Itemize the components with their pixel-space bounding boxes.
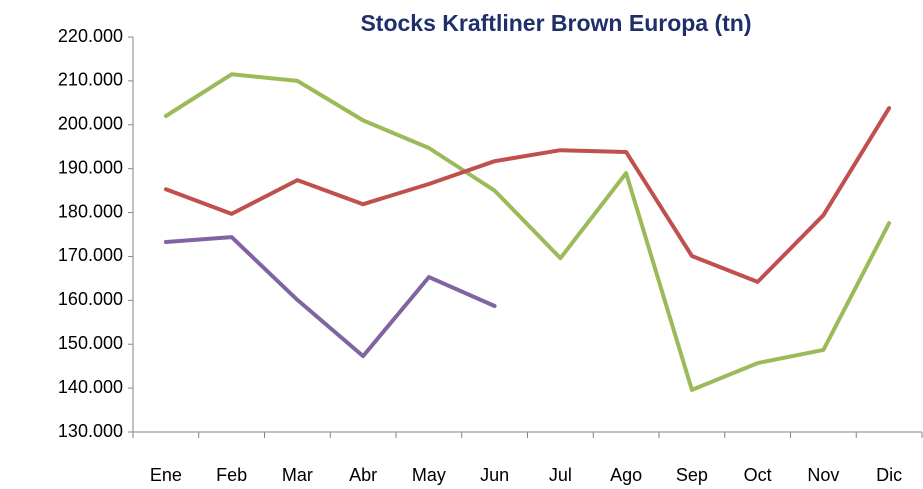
chart-title: Stocks Kraftliner Brown Europa (tn) <box>360 10 751 36</box>
x-tick-label: Ene <box>150 465 182 485</box>
y-tick-label: 130.000 <box>58 421 123 441</box>
x-tick-label: Mar <box>282 465 313 485</box>
series-line <box>163 72 892 392</box>
y-tick-label: 190.000 <box>58 157 123 177</box>
x-tick-label: Dic <box>876 465 902 485</box>
x-tick-label: Jun <box>480 465 509 485</box>
x-tick-label: Abr <box>349 465 377 485</box>
y-tick-label: 170.000 <box>58 245 123 265</box>
x-tick-label: Feb <box>216 465 247 485</box>
y-tick-label: 140.000 <box>58 377 123 397</box>
x-tick-label: Nov <box>807 465 839 485</box>
series-line <box>163 235 497 359</box>
x-tick-label: Ago <box>610 465 642 485</box>
y-tick-label: 200.000 <box>58 114 123 134</box>
y-tick-label: 210.000 <box>58 70 123 90</box>
y-tick-label: 180.000 <box>58 201 123 221</box>
x-tick-label: May <box>412 465 446 485</box>
series-line <box>163 106 892 284</box>
x-tick-label: Oct <box>744 465 772 485</box>
y-tick-label: 160.000 <box>58 289 123 309</box>
x-tick-label: Jul <box>549 465 572 485</box>
y-tick-label: 220.000 <box>58 26 123 46</box>
x-tick-label: Sep <box>676 465 708 485</box>
y-tick-label: 150.000 <box>58 333 123 353</box>
